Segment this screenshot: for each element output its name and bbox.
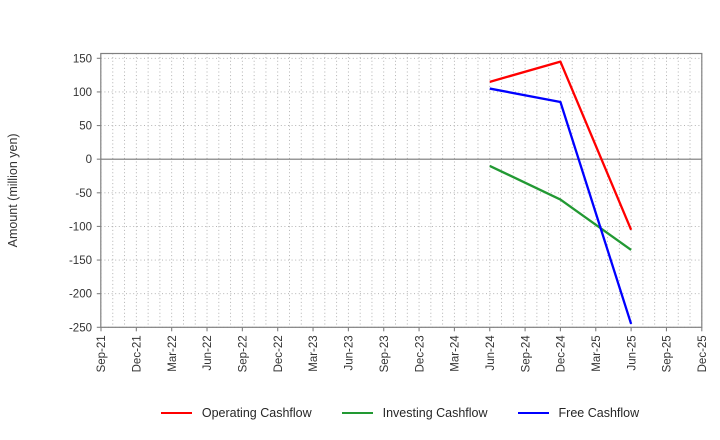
x-tick-label: Sep-21 — [96, 335, 108, 372]
x-tick-label: Dec-25 — [697, 335, 709, 372]
y-tick-label: 0 — [86, 154, 92, 166]
y-tick-label: -250 — [69, 322, 92, 334]
legend-label-free-cashflow: Free Cashflow — [558, 406, 640, 420]
legend-label-investing-cashflow: Investing Cashflow — [382, 406, 488, 420]
legend: Operating Cashflow Investing Cashflow Fr… — [0, 404, 720, 422]
y-tick-label: -50 — [75, 188, 92, 200]
plot-background — [0, 0, 720, 400]
legend-label-operating-cashflow: Operating Cashflow — [201, 406, 312, 420]
operating-cashflow-line-swatch — [160, 411, 192, 415]
y-tick-label: 100 — [73, 87, 92, 99]
x-tick-label: Sep-24 — [520, 335, 532, 373]
series-line-operating-cashflow — [489, 60, 633, 231]
legend-item-operating-cashflow: Operating Cashflow — [160, 404, 312, 422]
x-tick-label: Jun-24 — [485, 335, 497, 371]
x-tick-label: Sep-23 — [379, 335, 391, 372]
legend-item-free-cashflow: Free Cashflow — [517, 404, 640, 422]
plot-frame — [100, 52, 703, 328]
x-tick-label: Mar-25 — [591, 335, 603, 371]
investing-cashflow-line-swatch — [341, 411, 373, 415]
x-tick-label: Dec-22 — [273, 335, 285, 372]
x-tick-label: Dec-21 — [132, 335, 144, 372]
legend-item-investing-cashflow: Investing Cashflow — [341, 404, 488, 422]
series-line-free-cashflow — [489, 87, 633, 325]
x-tick-label: Sep-22 — [238, 335, 250, 372]
x-tick-label: Sep-25 — [662, 335, 674, 372]
y-axis-label: Amount (million yen) — [6, 133, 20, 247]
x-tick-label: Jun-25 — [626, 335, 638, 370]
y-tick-label: 150 — [73, 53, 92, 65]
series-line-investing-cashflow — [489, 164, 632, 251]
x-tick-label: Mar-23 — [308, 335, 320, 371]
x-tick-label: Dec-23 — [414, 335, 426, 372]
x-tick-label: Jun-23 — [344, 335, 356, 370]
y-tick-label: 50 — [79, 121, 92, 133]
y-tick-label: -100 — [69, 221, 92, 233]
y-tick-label: -200 — [69, 289, 92, 301]
plot-area: 150 100 50 0 -50 -100 -150 -200 -250 Sep-21 Dec-21… — [0, 0, 720, 400]
y-tick-label: -150 — [69, 255, 92, 267]
x-tick-label: Mar-24 — [450, 335, 462, 372]
x-tick-label: Dec-24 — [556, 335, 568, 373]
free-cashflow-line-swatch — [517, 411, 549, 415]
x-tick-label: Jun-22 — [202, 335, 214, 370]
x-tick-label: Mar-22 — [167, 335, 179, 371]
